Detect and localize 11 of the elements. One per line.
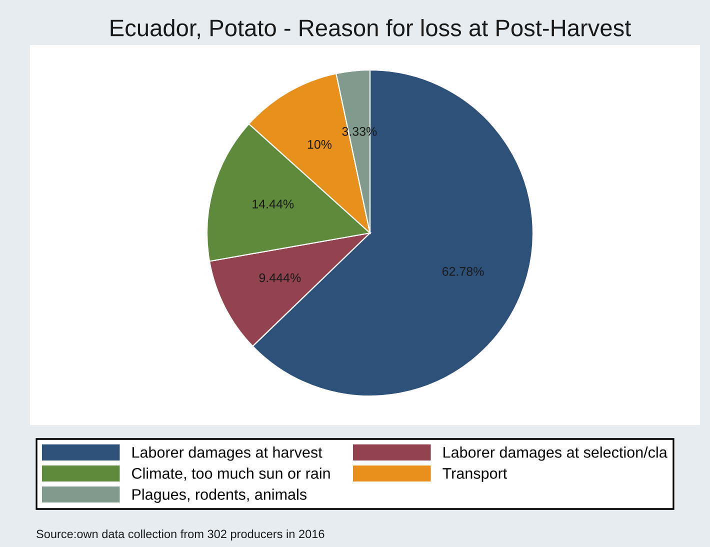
data-label: 62.78%: [442, 267, 484, 276]
data-label: 10%: [308, 140, 332, 149]
legend-label: Laborer damages at harvest: [132, 446, 322, 461]
legend-label: Transport: [442, 468, 508, 482]
legend-label: Plagues, rodents, animals: [132, 488, 306, 503]
data-label: 9.444%: [259, 273, 301, 282]
data-label: 14.44%: [252, 200, 294, 208]
legend-label: Climate, too much sun or rain: [132, 468, 330, 481]
legend-label: Laborer damages at selection/cla: [444, 446, 668, 461]
source-note: Source:own data collection from 302 producers in 2016: [36, 529, 324, 541]
chart-title: Ecuador, Potato - Reason for loss at Post-Harvest: [110, 18, 631, 40]
